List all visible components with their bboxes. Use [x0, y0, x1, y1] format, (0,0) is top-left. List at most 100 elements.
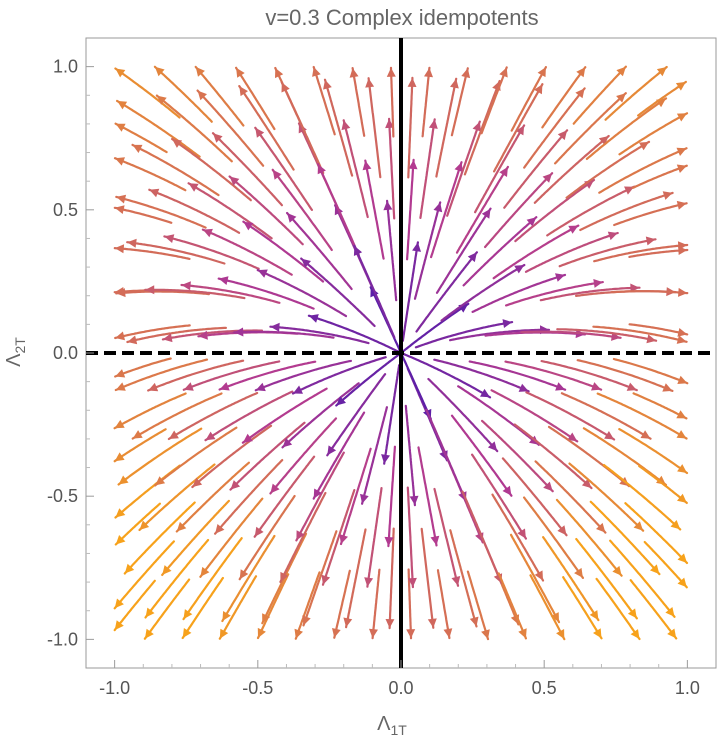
streamline-80 [271, 168, 333, 252]
streamline-210 [629, 579, 678, 640]
streamline-arrow-22 [116, 288, 126, 298]
streamline-arrow-181 [576, 67, 586, 78]
streamline-153 [480, 66, 508, 135]
streamline-138 [435, 77, 458, 178]
streamline-arrow-25 [132, 144, 143, 153]
streamline-arrow-188 [626, 382, 637, 391]
streamline-221 [631, 164, 688, 189]
streamline-217 [628, 323, 689, 336]
streamline-53 [211, 132, 283, 207]
streamline-218 [610, 290, 689, 295]
streamline-arrow-6 [115, 369, 126, 378]
streamline-166 [493, 83, 544, 173]
streamline-30 [161, 499, 230, 576]
streamline-arrow-21 [127, 335, 138, 345]
streamline-12 [114, 122, 168, 154]
axis-ticks: -1.0 -0.5 0.0 0.5 1.0 -1.0 -0.5 0.0 0.5 1.0 [47, 57, 700, 698]
streamline-187 [560, 392, 652, 440]
streamline-arrow-89 [327, 445, 337, 456]
streamline-arrow-146 [518, 383, 529, 392]
x-axis-label: Λ1T [377, 713, 407, 738]
y-tick-label-2: 0.0 [53, 343, 78, 363]
streamline-76 [254, 359, 352, 392]
streamline-11 [113, 157, 187, 192]
streamline-arrow-5 [114, 419, 125, 429]
streamline-4 [113, 428, 167, 463]
streamline-arrow-153 [499, 67, 508, 78]
streamline-arrow-45 [215, 524, 225, 534]
streamline-arrow-177 [607, 231, 618, 241]
streamline-arrow-185 [633, 521, 644, 531]
streamline-38 [148, 188, 241, 234]
streamline-arrow-92 [301, 258, 311, 268]
streamline-92 [300, 257, 376, 328]
streamline-29 [182, 537, 243, 621]
x-tick-label-4: 1.0 [675, 678, 700, 698]
streamline-207 [598, 147, 688, 194]
streamline-arrow-200 [656, 475, 666, 485]
streamline-100 [366, 487, 383, 588]
streamline-arrow-156 [534, 570, 543, 581]
streamline-arrow-207 [676, 147, 687, 156]
streamline-arrow-51 [202, 228, 213, 238]
streamline-2 [114, 502, 161, 546]
streamline-140 [466, 570, 490, 641]
streamline-arrow-164 [542, 173, 553, 183]
streamline-arrow-84 [332, 628, 341, 638]
x-tick-label-0: -1.0 [99, 678, 130, 698]
streamline-arrow-0 [114, 620, 124, 631]
y-tick-label-3: 0.5 [53, 200, 78, 220]
streamline-arrow-11 [115, 157, 125, 166]
streamline-70 [294, 571, 321, 640]
streamline-9 [113, 247, 191, 260]
streamline-arrow-108 [362, 160, 372, 171]
streamline-arrow-197 [665, 607, 675, 617]
x-tick-label-2: 0.0 [388, 678, 413, 698]
y-tick-label-1: -0.5 [47, 486, 78, 506]
streamline-arrow-195 [616, 66, 626, 77]
streamline-25 [131, 143, 220, 197]
streamline-arrow-191 [645, 236, 656, 246]
streamline-arrow-86 [321, 574, 331, 585]
streamline-arrow-36 [145, 285, 155, 295]
streamline-arrow-110 [365, 78, 375, 88]
streamline-147 [449, 328, 551, 342]
streamline-arrow-57 [262, 613, 271, 624]
streamline-198 [589, 500, 661, 576]
invariant-lines [86, 38, 716, 668]
streamline-83 [312, 65, 336, 136]
streamline-arrow-67 [255, 127, 265, 138]
streamline-201 [596, 392, 688, 440]
streamline-143 [471, 453, 527, 540]
streamline-arrow-168 [556, 629, 565, 640]
streamline-43 [221, 534, 276, 623]
streamline-arrow-66 [229, 176, 240, 186]
streamline-202 [576, 359, 674, 392]
streamline-arrow-82 [281, 82, 290, 93]
streamline-213 [638, 465, 688, 504]
streamline-arrow-190 [630, 283, 640, 293]
streamline-arrow-143 [517, 528, 526, 539]
x-tick-label-1: -0.5 [242, 678, 273, 698]
streamline-arrow-49 [198, 330, 208, 340]
streamline-arrow-158 [543, 481, 553, 492]
streamline-arrow-72 [280, 571, 289, 582]
streamline-arrow-9 [114, 244, 125, 254]
streamline-185 [568, 462, 645, 532]
streamline-19 [131, 392, 223, 440]
streamline-arrow-95 [341, 120, 351, 131]
streamline-arrow-71 [302, 615, 311, 626]
streamline-26 [116, 99, 201, 158]
streamline-58 [238, 494, 296, 581]
streamline-arrow-50 [181, 281, 191, 291]
streamline-arrow-134 [467, 252, 477, 263]
streamline-arrow-115 [430, 535, 440, 546]
streamline-162 [471, 273, 567, 313]
streamline-82 [280, 81, 325, 175]
streamline-35 [161, 329, 264, 341]
streamline-arrow-137 [472, 121, 482, 132]
streamline-91 [307, 314, 403, 355]
streamline-1 [113, 540, 175, 610]
streamline-55 [235, 66, 276, 131]
streamline-139 [450, 67, 469, 137]
